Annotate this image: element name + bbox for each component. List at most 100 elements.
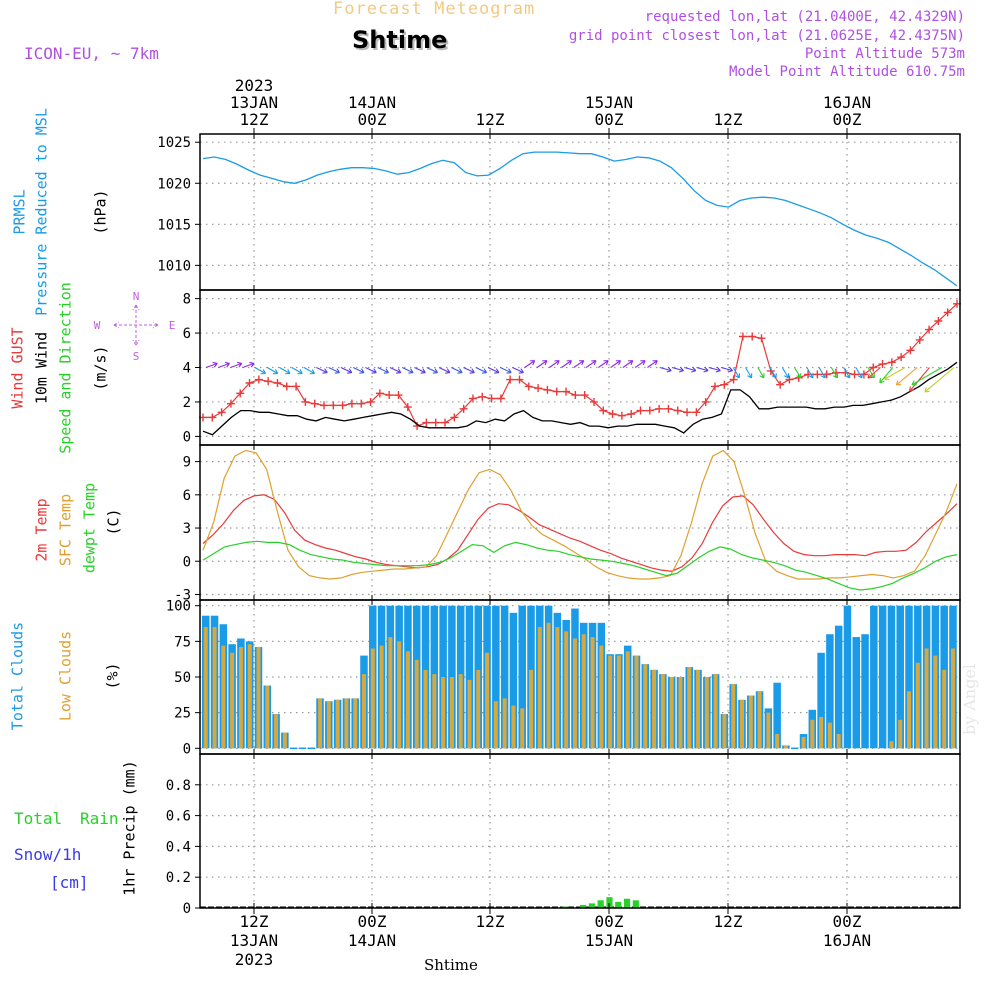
wind-arrow-head (808, 373, 814, 379)
low-cloud-bar (564, 631, 569, 749)
top-axis-hour-label: 00Z (357, 110, 387, 129)
gust-marker (785, 375, 794, 384)
wind-arrow-head (820, 373, 826, 379)
wind-direction-arrow (732, 367, 740, 379)
bottom-axis-hour-label: 12Z (713, 912, 743, 931)
low-cloud-bar (476, 669, 481, 749)
snow-unit-label: [cm] (50, 873, 89, 892)
low-cloud-bar (766, 712, 771, 749)
wind-arrow-head (715, 366, 721, 373)
wind-arrow-head (747, 373, 753, 379)
y-tick-label: 1010 (157, 258, 191, 274)
gust-marker (617, 411, 626, 420)
total-cloud-bar (852, 637, 861, 749)
data-layer (199, 151, 961, 908)
low-cloud-bar (511, 705, 516, 749)
wind-arrow-head (603, 360, 609, 366)
compass-e-label: E (169, 319, 176, 332)
bottom-axis-date-label: 14JAN (347, 931, 397, 950)
gust-marker (925, 325, 934, 334)
model-name: ICON-EU, ~ 7km (24, 44, 159, 63)
gust-marker (366, 397, 375, 406)
gust-marker (589, 397, 598, 406)
top-axis-hour-label: 12Z (475, 110, 505, 129)
top-axis-hour-label: 12Z (713, 110, 743, 129)
top-axis-date-label: 15JAN (584, 93, 634, 112)
wind-arrow-head (408, 368, 414, 374)
wind-direction-arrow (896, 367, 918, 386)
y-tick-label: 4 (183, 361, 191, 377)
wind-direction-arrow (573, 360, 585, 368)
wind-direction-arrow (867, 367, 881, 379)
wind-direction-arrow (512, 367, 524, 374)
low-cloud-bar (757, 691, 762, 749)
low-cloud-bar (493, 701, 498, 749)
rain-bar (588, 903, 595, 908)
gust-marker (859, 370, 868, 379)
gust-marker (934, 317, 943, 325)
wind-direction-arrow (377, 367, 389, 374)
gust-marker (236, 389, 245, 398)
total-cloud-bar (905, 605, 913, 749)
wind-arrow-head (432, 368, 439, 374)
gust-marker (627, 410, 636, 418)
wind-arrow-head (615, 360, 621, 366)
gust-marker (683, 408, 692, 417)
wind-arrow-head (371, 368, 377, 374)
wind-direction-arrow (867, 367, 875, 379)
gust-marker (738, 332, 747, 341)
top-axis-hour-label: 00Z (594, 110, 624, 129)
wind-direction-arrow (855, 367, 863, 379)
wind-direction-arrow (806, 367, 814, 379)
low-cloud-bar (819, 716, 824, 749)
low-cloud-bar (414, 659, 419, 749)
gust-marker (385, 391, 394, 400)
y-tick-label: 25 (174, 706, 191, 722)
wind-direction-arrow (911, 367, 943, 386)
wind-arrow-head (703, 366, 709, 373)
wind-direction-arrow (598, 360, 609, 368)
wind-label: 10m Wind (32, 331, 51, 405)
rain-bar (562, 906, 569, 908)
gust-marker (459, 404, 468, 413)
wind-arrow-head (260, 369, 266, 375)
gust-marker (282, 382, 291, 391)
wind-direction-arrow (451, 367, 463, 374)
gust-marker (571, 391, 580, 400)
wind-direction-arrow (205, 362, 218, 369)
y-tick-label: 8 (183, 292, 191, 308)
low-cloud-bar (405, 651, 410, 749)
wind-direction-arrow (352, 367, 365, 374)
total-cloud-bar (887, 605, 896, 749)
low-cloud-bar (537, 627, 542, 749)
low-cloud-bar (950, 648, 955, 749)
total-cloud-bar (861, 634, 869, 749)
gust-marker (394, 391, 403, 400)
gust-marker (226, 399, 235, 408)
low-cloud-bar (801, 736, 806, 749)
wind-direction-arrow (218, 362, 230, 369)
wind-direction-arrow (924, 367, 955, 393)
wind-direction-arrow (781, 367, 789, 379)
wind-direction-arrow (291, 367, 303, 374)
wind-arrow-head (469, 368, 475, 374)
low-cloud-bar (432, 674, 437, 749)
low-cloud-bar (388, 637, 393, 749)
wind-arrow-head (591, 360, 597, 366)
gust-marker (552, 387, 561, 396)
wind-direction-arrow (475, 367, 487, 374)
y-tick-label: 6 (183, 488, 191, 504)
temp-unit: (C) (104, 508, 123, 536)
low-cloud-bar (933, 655, 938, 749)
low-cloud-bar (449, 677, 454, 749)
wind-arrow-head (924, 387, 930, 393)
low-cloud-bar (247, 644, 252, 749)
y-tick-label: 50 (174, 670, 191, 686)
low-cloud-bar (546, 622, 551, 749)
gust-marker (599, 406, 608, 415)
wind-arrow-head (867, 373, 873, 379)
y-tick-label: 1025 (157, 135, 191, 151)
gust-marker (673, 406, 682, 415)
gust-marker (776, 380, 785, 389)
